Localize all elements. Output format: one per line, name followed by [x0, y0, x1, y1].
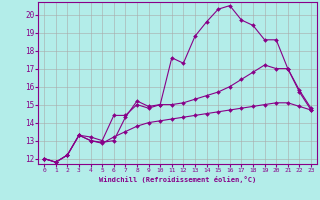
X-axis label: Windchill (Refroidissement éolien,°C): Windchill (Refroidissement éolien,°C) — [99, 176, 256, 183]
